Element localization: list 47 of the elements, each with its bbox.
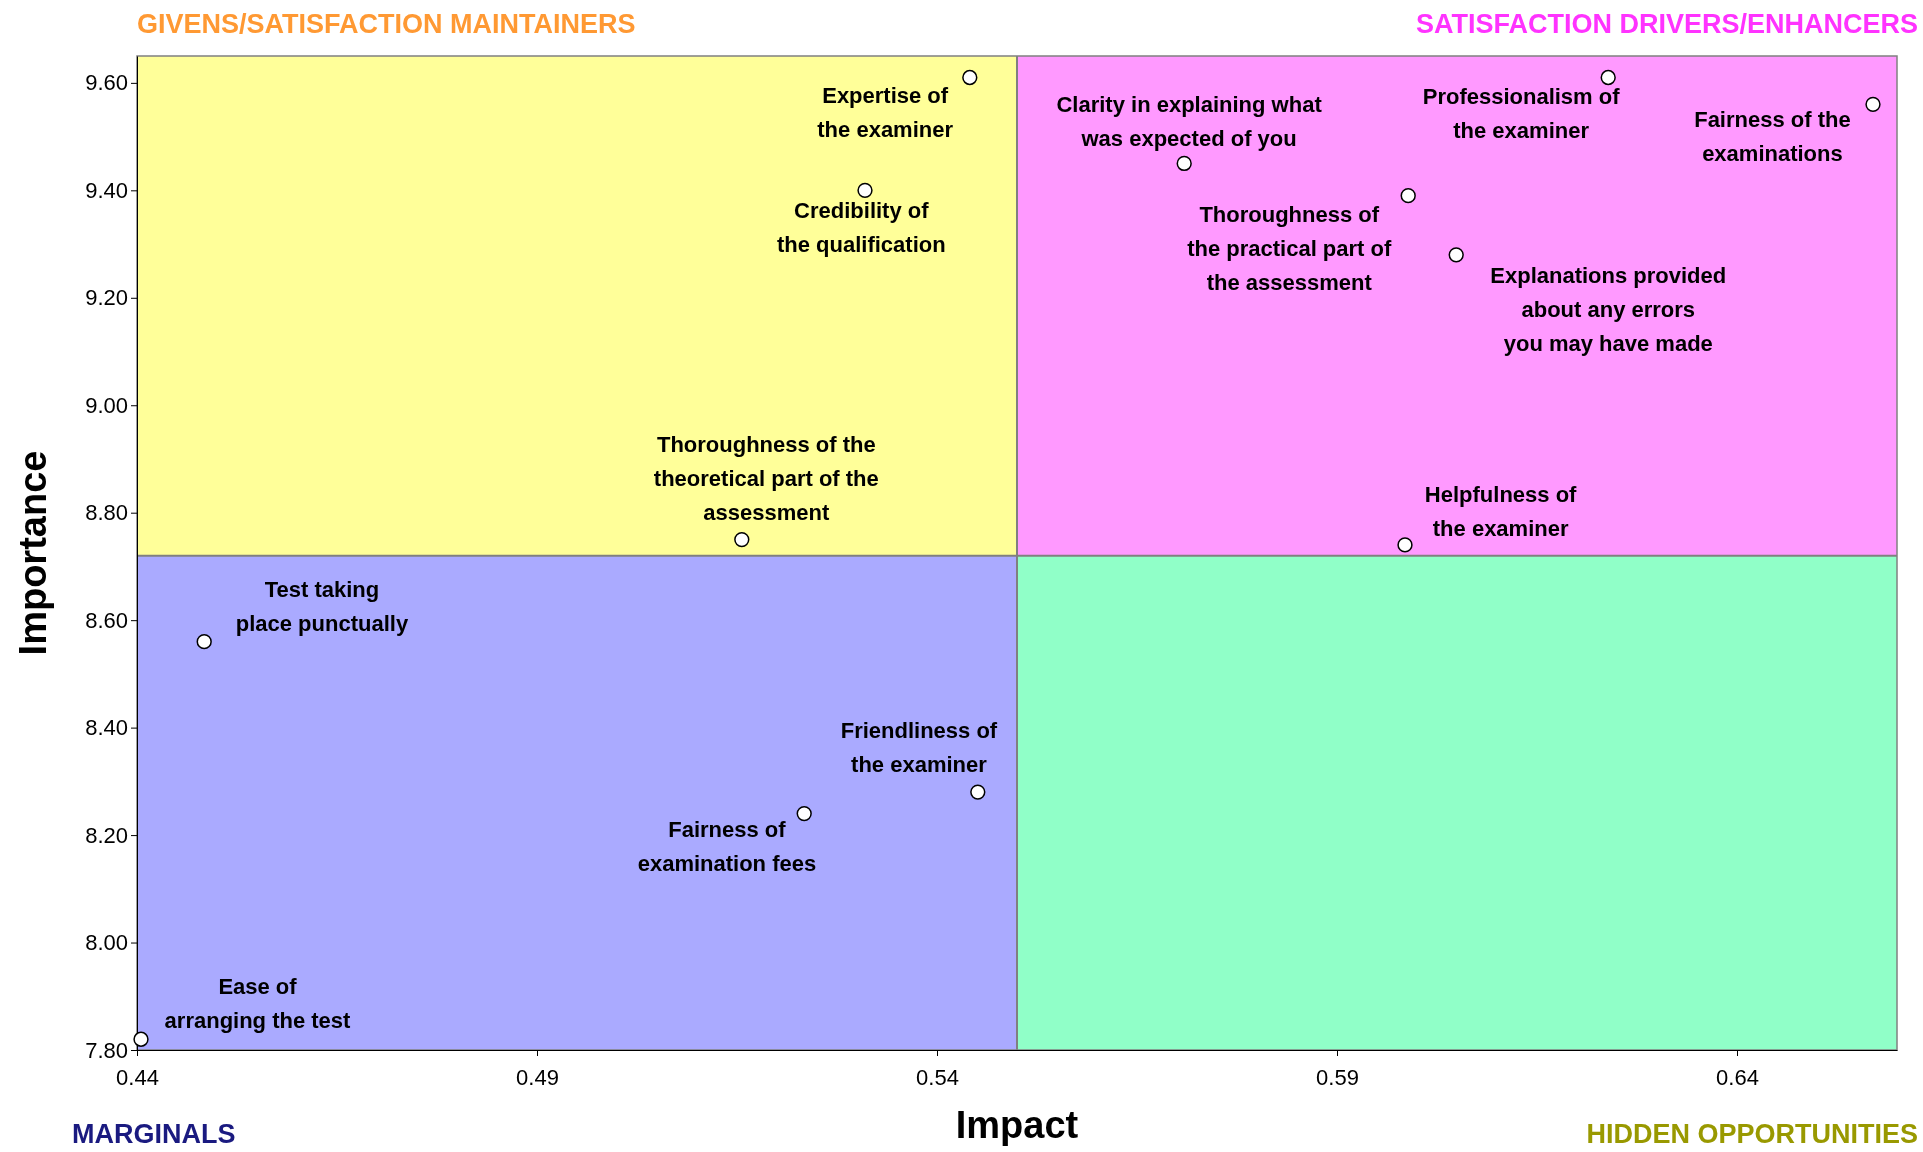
y-tick-label: 8.00 [85,930,128,956]
annotation: Thoroughness of the theoretical part of the assessment [653,432,879,526]
x-axis-title: Impact [955,1104,1079,1146]
y-axis-title: Importance [12,450,54,656]
point [970,784,986,800]
point [962,69,978,86]
point [796,805,812,822]
annotation: Fairness of the examinations [1694,107,1851,167]
annotation: Explanations provided about any errors you may have made [1490,262,1727,356]
x-tick-label: 0.54 [916,1065,959,1091]
annotation: Friendliness of the examiner [840,717,998,777]
point [1600,69,1616,86]
text: MARGINALS [72,1119,236,1149]
point [1448,247,1464,263]
annotation: Thoroughness of the practical part of the assessment [1187,202,1392,296]
point [857,182,873,198]
y-tick-label: 9.40 [85,177,128,203]
y-tick-label: 9.20 [85,285,128,311]
point [1400,188,1416,204]
annotation: Clarity in explaining what was expected of you [1056,91,1323,151]
text: GIVENS/SATISFACTION MAINTAINERS [137,9,636,39]
y-tick-label: 7.80 [85,1037,128,1063]
x-tick-label: 0.59 [1316,1065,1359,1091]
y-tick-label: 8.80 [85,500,128,526]
annotation: Ease of arranging the test [164,973,352,1033]
y-tick-label: 8.60 [85,607,128,633]
x-tick-label: 0.44 [116,1065,159,1091]
y-tick-label: 9.00 [85,392,128,418]
annotation: Expertise of the examiner [817,82,954,142]
annotation: Professionalism of the examiner [1422,84,1621,144]
annotation: Credibility of the qualification [776,198,946,258]
x-tick-label: 0.64 [1716,1065,1759,1091]
point [1865,96,1881,112]
annotation: Fairness of examination fees [637,816,817,876]
point [196,634,212,650]
y-tick-label: 8.40 [85,715,128,741]
point [133,1031,149,1047]
text: SATISFACTION DRIVERS/ENHANCERS [1415,9,1918,39]
annotation: Helpfulness of the examiner [1424,481,1578,541]
y-tick-label: 8.20 [85,822,128,848]
text: HIDDEN OPPORTUNITIES [1586,1119,1918,1149]
point [734,531,750,548]
annotation: Test taking place punctually [235,577,409,637]
x-tick-label: 0.49 [516,1065,559,1091]
y-tick-label: 9.60 [85,70,128,96]
point [1176,155,1192,172]
point [1397,537,1413,553]
